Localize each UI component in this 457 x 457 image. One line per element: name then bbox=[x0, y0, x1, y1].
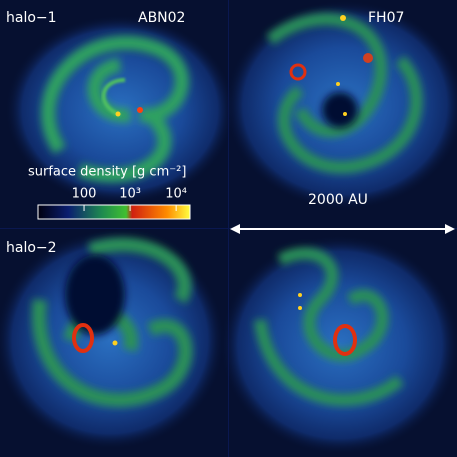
panel-halo2-fh07 bbox=[220, 235, 457, 455]
colorbar: surface density [g cm⁻²] 100 10³ 10⁴ bbox=[28, 165, 191, 220]
column-label: ABN02 bbox=[138, 10, 185, 26]
panel-halo1-fh07 bbox=[225, 0, 457, 210]
panel-halo2-abn02 bbox=[0, 230, 225, 450]
column-label: FH07 bbox=[368, 10, 404, 26]
scale-bar: 2000 AU bbox=[230, 192, 455, 234]
row-label: halo−1 bbox=[6, 10, 57, 26]
scale-bar-label: 2000 AU bbox=[308, 192, 368, 208]
colorbar-tick-label: 10³ bbox=[119, 187, 141, 202]
row-label: halo−2 bbox=[6, 240, 57, 256]
colorbar-tick-label: 100 bbox=[72, 187, 97, 202]
panel-halo1-abn02 bbox=[5, 15, 235, 205]
colorbar-scale bbox=[37, 204, 191, 220]
colorbar-tick-label: 10⁴ bbox=[165, 187, 187, 202]
colorbar-title: surface density [g cm⁻²] bbox=[28, 165, 186, 180]
